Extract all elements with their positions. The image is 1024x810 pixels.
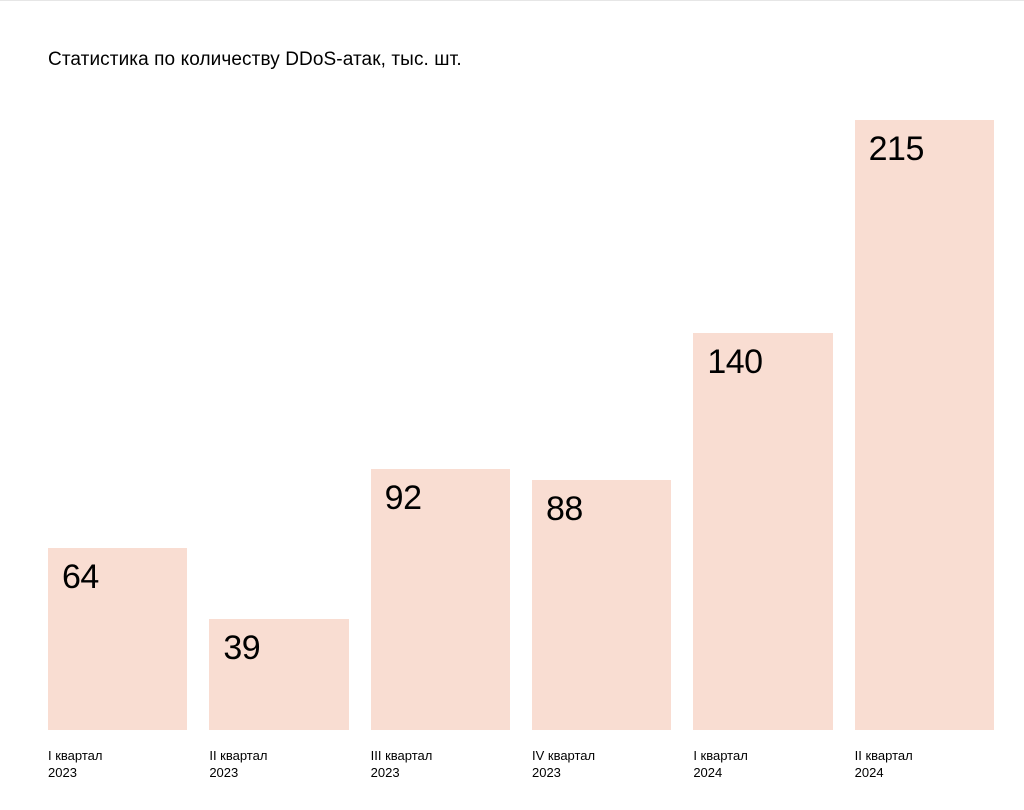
bar-value-label: 215 — [869, 130, 924, 169]
x-axis-label-line2: 2024 — [855, 764, 994, 782]
bar-col: 39 — [209, 619, 348, 730]
bar-value-label: 39 — [223, 629, 260, 668]
bar: 140 — [693, 333, 832, 730]
bar-value-label: 88 — [546, 490, 583, 529]
x-axis-labels: I квартал 2023 II квартал 2023 III кварт… — [48, 747, 994, 782]
bar: 88 — [532, 480, 671, 730]
chart-title: Статистика по количеству DDoS-атак, тыс.… — [48, 49, 462, 71]
x-axis-label: III квартал 2023 — [371, 747, 510, 782]
x-axis-label-line2: 2023 — [48, 764, 187, 782]
x-axis-label-line1: I квартал — [48, 747, 187, 765]
bar-col: 92 — [371, 469, 510, 730]
bar-value-label: 64 — [62, 558, 99, 597]
bar: 64 — [48, 548, 187, 730]
bar-col: 215 — [855, 120, 994, 730]
chart-plot-area: 64 39 92 88 140 215 — [48, 121, 994, 730]
bar-col: 64 — [48, 548, 187, 730]
x-axis-label: I квартал 2023 — [48, 747, 187, 782]
x-axis-label-line1: I квартал — [693, 747, 832, 765]
x-axis-label-line2: 2023 — [532, 764, 671, 782]
bar-col: 88 — [532, 480, 671, 730]
bar: 39 — [209, 619, 348, 730]
bar: 215 — [855, 120, 994, 730]
x-axis-label: I квартал 2024 — [693, 747, 832, 782]
x-axis-label-line2: 2023 — [371, 764, 510, 782]
x-axis-label-line1: II квартал — [209, 747, 348, 765]
x-axis-label: II квартал 2023 — [209, 747, 348, 782]
x-axis-label: IV квартал 2023 — [532, 747, 671, 782]
x-axis-label-line1: II квартал — [855, 747, 994, 765]
x-axis-label-line2: 2024 — [693, 764, 832, 782]
bar-value-label: 92 — [385, 479, 422, 518]
x-axis-label-line2: 2023 — [209, 764, 348, 782]
bar: 92 — [371, 469, 510, 730]
bar-value-label: 140 — [707, 343, 762, 382]
bar-col: 140 — [693, 333, 832, 730]
x-axis-label-line1: IV квартал — [532, 747, 671, 765]
x-axis-label-line1: III квартал — [371, 747, 510, 765]
x-axis-label: II квартал 2024 — [855, 747, 994, 782]
